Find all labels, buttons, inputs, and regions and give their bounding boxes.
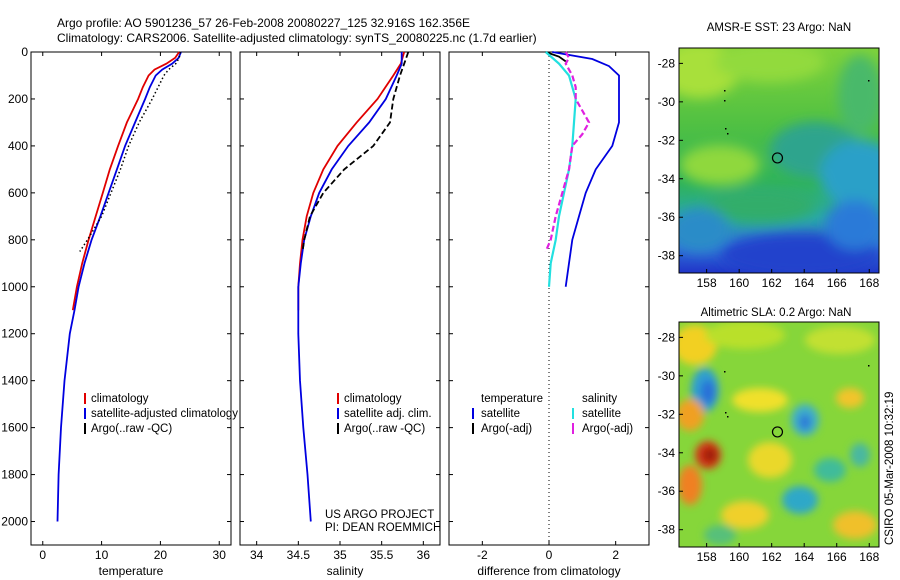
map-y-tick-label: -36 xyxy=(658,484,676,498)
profile-lines xyxy=(56,51,620,545)
map-x-tick-label: 168 xyxy=(859,550,879,564)
series-satellite-adj-clim xyxy=(297,52,403,522)
principal-investigator: PI: DEAN ROEMMICH xyxy=(325,522,441,534)
series-salinity-argo-adj xyxy=(544,51,591,252)
x-tick-label: -2 xyxy=(477,548,488,562)
difference-xlabel: difference from climatology xyxy=(477,564,620,578)
x-tick-label: 20 xyxy=(154,548,168,562)
sst-heatmap xyxy=(679,48,879,273)
salinity-xlabel: salinity xyxy=(327,564,364,578)
legend-label-satellite-adjusted: satellite-adjusted climatology xyxy=(91,408,238,420)
map-x-tick-label: 164 xyxy=(794,550,814,564)
difference-axes xyxy=(448,51,650,546)
y-tick-label: 2000 xyxy=(1,515,28,529)
legend-header-salinity: salinity xyxy=(582,393,617,405)
map-y-tick-label: -36 xyxy=(658,210,676,224)
map-y-tick-label: -30 xyxy=(658,95,676,109)
x-tick-label: 0 xyxy=(39,548,46,562)
x-tick-label: 30 xyxy=(213,548,227,562)
y-tick-label: 800 xyxy=(8,233,28,247)
map-x-tick-label: 166 xyxy=(827,550,847,564)
title-line-1: Argo profile: AO 5901236_57 26-Feb-2008 … xyxy=(57,16,470,30)
map-x-tick-label: 162 xyxy=(762,276,782,290)
sst-profile-location-marker xyxy=(771,152,784,164)
sla-profile-location-marker xyxy=(771,426,784,438)
series-temperature-satellite xyxy=(552,51,620,287)
map-y-tick-label: -32 xyxy=(658,407,676,421)
x-tick-label: 35 xyxy=(333,548,347,562)
sla-axis-ticks: 158 160 162 164 166 168 -28 -30 -32 -34 -36 -38 xyxy=(658,330,880,564)
sst-frame xyxy=(678,47,880,274)
map-x-tick-label: 160 xyxy=(729,550,749,564)
legend-label-argo: Argo(..raw -QC) xyxy=(344,423,425,435)
legend-label-sal-argo: Argo(-adj) xyxy=(582,423,633,435)
title-line-2: Climatology: CARS2006. Satellite-adjuste… xyxy=(57,31,537,45)
sla-argo-dots xyxy=(724,365,870,418)
y-tick-label: 600 xyxy=(8,186,28,200)
map-y-tick-label: -34 xyxy=(658,172,676,186)
map-y-tick-label: -38 xyxy=(658,523,676,537)
map-y-tick-label: -28 xyxy=(658,56,676,70)
map-y-tick-label: -38 xyxy=(658,249,676,263)
x-tick-label: 36 xyxy=(417,548,431,562)
x-tick-label: 34.5 xyxy=(287,548,311,562)
sst-argo-dots xyxy=(724,80,870,135)
axis-ticks: 0 10 20 30020040060080010001200140016001800… xyxy=(1,45,649,562)
temperature-xlabel: temperature xyxy=(99,564,164,578)
legend-label-climatology: climatology xyxy=(91,393,149,405)
series-temperature-argo-adj xyxy=(545,51,567,63)
map-y-tick-label: -32 xyxy=(658,133,676,147)
salinity-axes xyxy=(239,51,441,546)
x-tick-label: 0 xyxy=(546,548,553,562)
y-tick-label: 400 xyxy=(8,139,28,153)
series-argo-raw-qc xyxy=(79,51,182,252)
series-climatology xyxy=(297,51,406,311)
legend-label-satellite-adj: satellite adj. clim. xyxy=(344,408,432,420)
y-tick-label: 1400 xyxy=(1,374,28,388)
difference-legend: temperature satellite Argo(-adj) salinit… xyxy=(472,393,633,435)
map-y-tick-label: -28 xyxy=(658,330,676,344)
y-tick-label: 1000 xyxy=(1,280,28,294)
x-tick-label: 34 xyxy=(250,548,264,562)
map-y-tick-label: -34 xyxy=(658,446,676,460)
sla-frame xyxy=(678,321,880,548)
legend-label-temp-argo: Argo(-adj) xyxy=(481,423,532,435)
legend-label-climatology: climatology xyxy=(344,393,402,405)
temperature-axes xyxy=(30,51,232,546)
series-climatology xyxy=(71,51,180,311)
series-satellite-adjusted-climatology xyxy=(56,51,182,522)
map-x-tick-label: 168 xyxy=(859,276,879,290)
y-tick-label: 1600 xyxy=(1,421,28,435)
map-x-tick-label: 164 xyxy=(794,276,814,290)
map-x-tick-label: 158 xyxy=(697,550,717,564)
timestamp-stamp: CSIRO 05-Mar-2008 10:32:19 xyxy=(884,392,896,545)
legend-header-temperature: temperature xyxy=(481,393,543,405)
project-name: US ARGO PROJECT xyxy=(325,509,434,521)
map-x-tick-label: 160 xyxy=(729,276,749,290)
salinity-legend: climatology satellite adj. clim. Argo(..… xyxy=(337,393,432,435)
sst-axis-ticks: 158 160 162 164 166 168 -28 -30 -32 -34 -36 -38 xyxy=(658,56,880,290)
map-x-tick-label: 166 xyxy=(827,276,847,290)
y-tick-label: 1200 xyxy=(1,327,28,341)
legend-label-temp-satellite: satellite xyxy=(481,408,520,420)
map-y-tick-label: -30 xyxy=(658,369,676,383)
y-tick-label: 200 xyxy=(8,92,28,106)
temperature-legend: climatology satellite-adjusted climatolo… xyxy=(84,393,238,435)
sst-title: AMSR-E SST: 23 Argo: NaN xyxy=(707,22,851,34)
y-tick-label: 1800 xyxy=(1,468,28,482)
legend-label-argo: Argo(..raw -QC) xyxy=(91,423,172,435)
x-tick-label: 10 xyxy=(95,548,109,562)
legend-label-sal-satellite: satellite xyxy=(582,408,621,420)
series-argo-raw-qc xyxy=(301,51,410,252)
sla-title: Altimetric SLA: 0.2 Argo: NaN xyxy=(701,307,852,319)
map-x-tick-label: 158 xyxy=(697,276,717,290)
y-tick-label: 0 xyxy=(21,45,28,59)
sla-heatmap xyxy=(679,322,879,547)
x-tick-label: 35.5 xyxy=(370,548,394,562)
x-tick-label: 2 xyxy=(612,548,619,562)
map-x-tick-label: 162 xyxy=(762,550,782,564)
